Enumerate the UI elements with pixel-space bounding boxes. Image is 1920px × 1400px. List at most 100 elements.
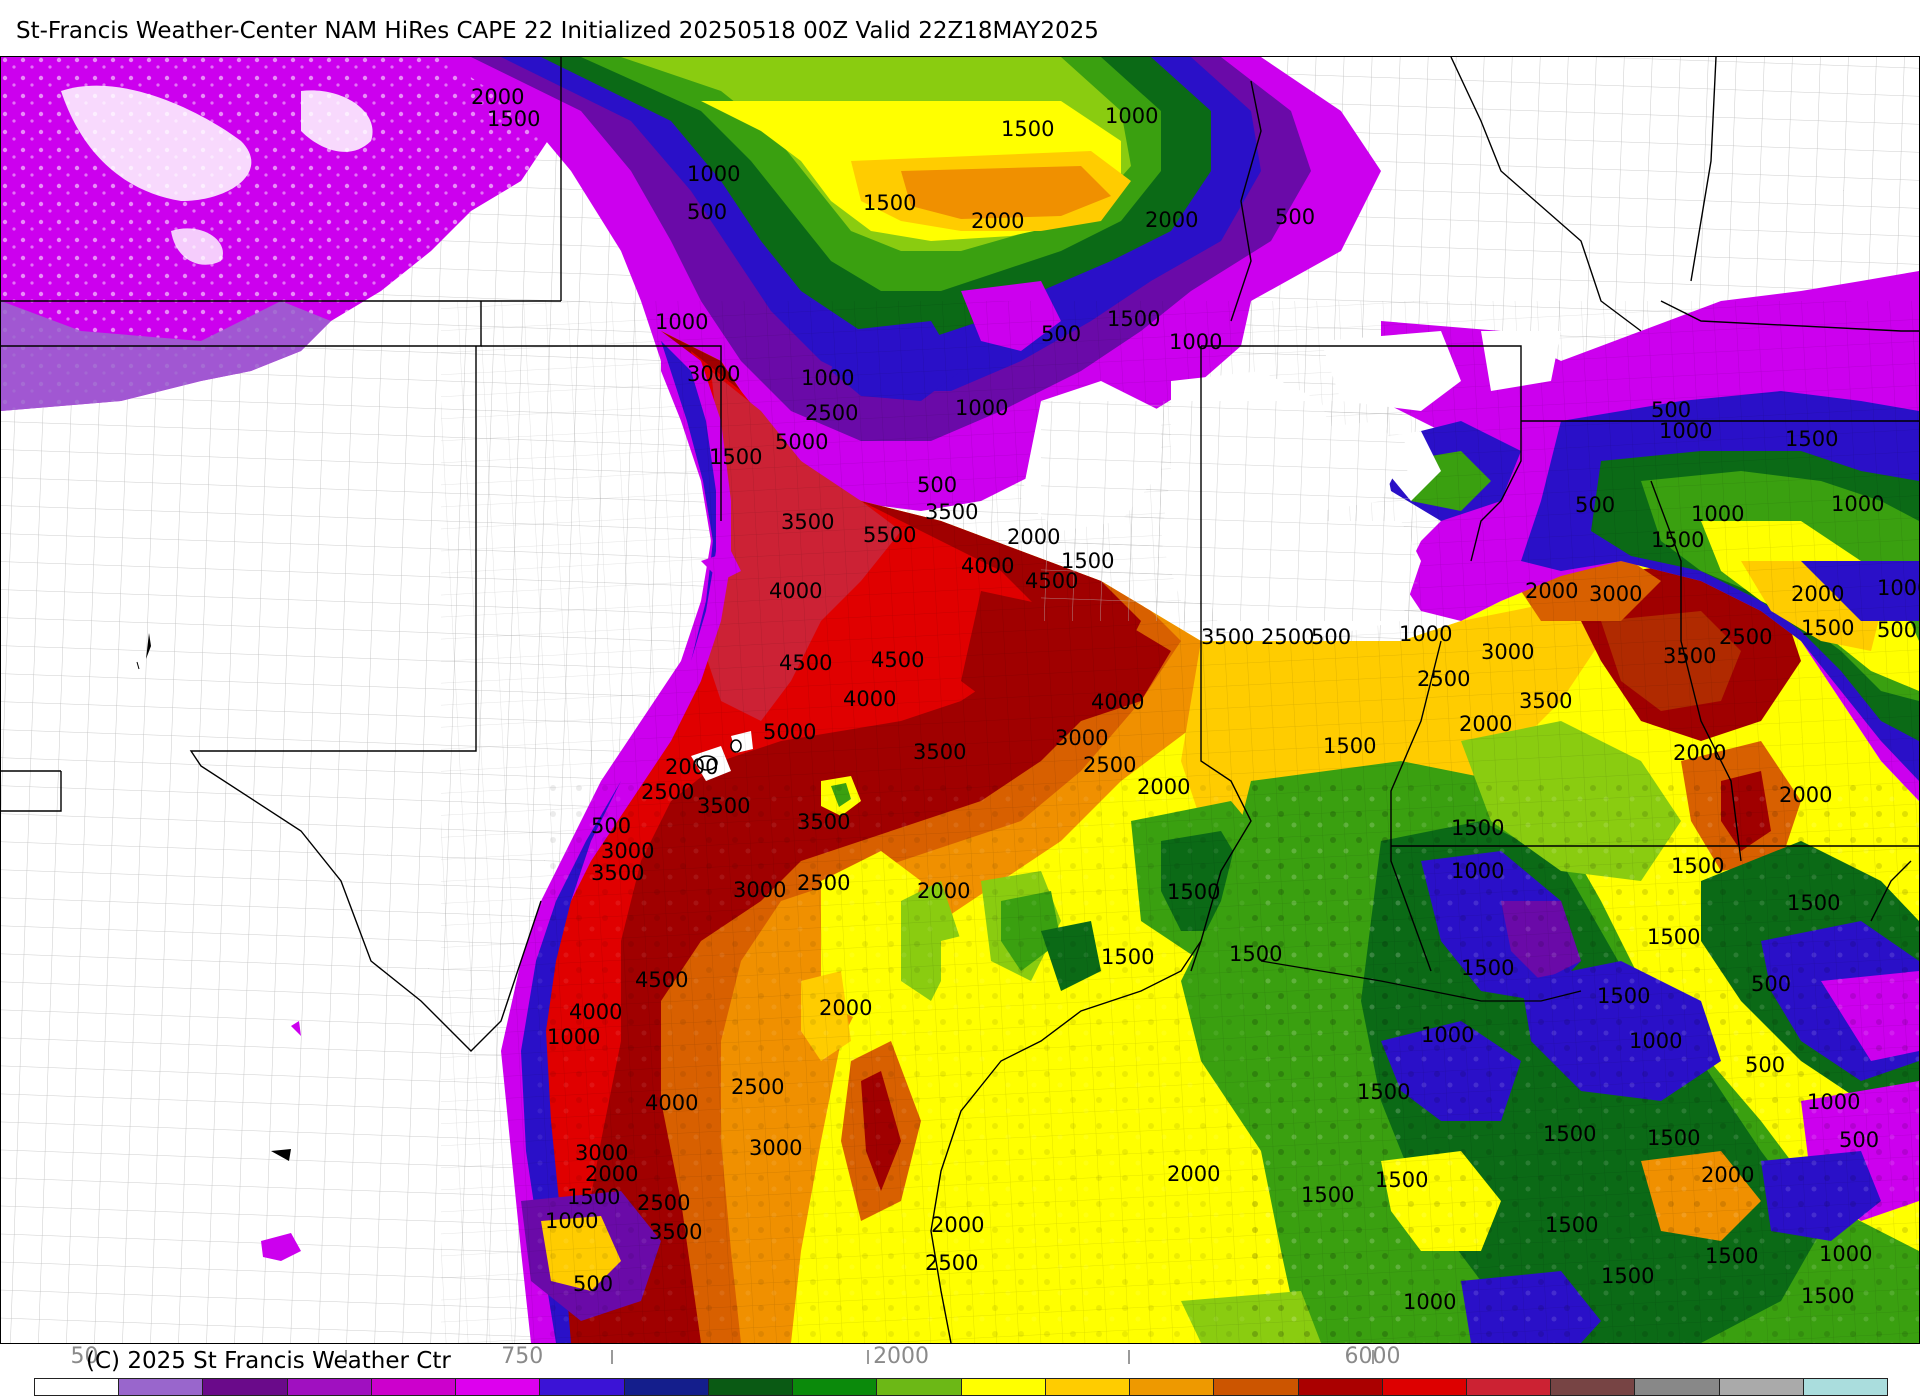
contour-label: 500 [1311,625,1351,649]
contour-label: 3500 [925,500,978,524]
contour-label: 1500 [1107,307,1160,331]
contour-label: 1500 [1301,1183,1354,1207]
contour-label: 4000 [1091,690,1144,714]
contour-label: 2000 [1145,208,1198,232]
contour-label: 1500 [1323,734,1376,758]
colorbar-swatch [1466,1379,1552,1395]
contour-label: 500 [1751,972,1791,996]
cape-region-northwest [1,57,561,411]
low-cape-areas [1021,331,1561,641]
contour-label: 1500 [1671,854,1724,878]
colorbar-swatch [1382,1379,1467,1395]
contour-label: 4500 [1025,569,1078,593]
contour-label: 5000 [775,430,828,454]
contour-label: 3000 [749,1136,802,1160]
contour-label: 2500 [731,1075,784,1099]
contour-label: 1000 [1399,622,1452,646]
contour-label: 1000 [1659,419,1712,443]
contour-label: 500 [1839,1128,1879,1152]
contour-label: 1500 [487,107,540,131]
contour-label: 1500 [1375,1168,1428,1192]
colorbar-swatch [119,1379,204,1395]
colorbar-swatch [793,1379,878,1395]
contour-label: 2000 [971,209,1024,233]
contour-label: 1000 [955,396,1008,420]
contour-label: 3500 [913,740,966,764]
colorbar-swatch [456,1379,541,1395]
contour-label: 2500 [925,1251,978,1275]
contour-label: 3000 [1589,582,1642,606]
colorbar-swatch [1130,1379,1215,1395]
colorbar-swatch [203,1379,288,1395]
colorbar-swatch [1719,1379,1804,1395]
contour-label: 500 [917,473,957,497]
contour-label: 1000 [1831,492,1884,516]
contour-label: 500 [573,1272,613,1296]
contour-label: 2000 [917,879,970,903]
contour-label: 1500 [1461,956,1514,980]
colorbar [34,1378,1888,1396]
colorbar-tick [345,1350,348,1364]
contour-label: 2000 [931,1213,984,1237]
colorbar-swatch [1551,1379,1636,1395]
contour-label: 500 [1275,205,1315,229]
colorbar-swatch [1635,1379,1720,1395]
contour-label: 3500 [697,794,750,818]
contour-label: 3500 [649,1220,702,1244]
contour-label: 2000 [471,85,524,109]
colorbar-tick [1128,1350,1131,1364]
colorbar-swatch [961,1379,1046,1395]
contour-label: 3500 [1663,644,1716,668]
contour-label: 1500 [1543,1122,1596,1146]
contour-label: 2000 [1459,712,1512,736]
contour-label: 2500 [1261,625,1314,649]
contour-label: 1000 [1169,330,1222,354]
cape-map: 2000 1500 1500 1000 1000 500 1500 2000 2000 500 10… [0,56,1920,1344]
colorbar-swatch [877,1379,962,1395]
contour-label: 3000 [1481,640,1534,664]
contour-label: 3500 [781,510,834,534]
contour-label: 1000 [1403,1290,1456,1314]
contour-label: 1500 [1167,880,1220,904]
colorbar-label: 750 [501,1344,544,1369]
contour-label: 1000 [1877,576,1919,600]
contour-label: 500 [1745,1053,1785,1077]
contour-label: 4500 [871,648,924,672]
contour-label: 4000 [961,554,1014,578]
contour-label: 1500 [1651,528,1704,552]
contour-label: 1000 [545,1209,598,1233]
contour-label: 2000 [1137,775,1190,799]
state-boundaries [1,57,1919,1052]
contour-label: 1000 [687,162,740,186]
contour-label: 1000 [801,366,854,390]
contour-label: 4500 [635,968,688,992]
contour-label: 1000 [547,1025,600,1049]
colorbar-tick [610,1350,613,1364]
contour-label: 1500 [1787,891,1840,915]
contour-label: 1500 [1357,1080,1410,1104]
colorbar-swatch [1214,1379,1299,1395]
contour-label: 3000 [733,878,786,902]
contour-label: 1000 [1105,104,1158,128]
contour-label: 500 [1041,322,1081,346]
contour-label: 2500 [637,1191,690,1215]
contour-label: 1000 [1629,1029,1682,1053]
colorbar-tick [1372,1350,1375,1364]
contour-label: 1500 [1801,616,1854,640]
contour-label: 1500 [1597,984,1650,1008]
contour-label: 1500 [1545,1213,1598,1237]
contour-label: 1000 [1691,502,1744,526]
contour-label: 1500 [1705,1244,1758,1268]
colorbar-labels: 5075020006000 [0,1344,1920,1374]
map-small-features [136,633,742,1261]
contour-label: 1500 [1061,549,1114,573]
colorbar-swatch [287,1379,372,1395]
colorbar-swatch [624,1379,709,1395]
contour-label: 1000 [655,310,708,334]
contour-label: 1500 [1785,427,1838,451]
contour-label: 2000 [1791,582,1844,606]
contour-label: 1500 [1801,1284,1854,1308]
contour-label: 500 [1877,618,1917,642]
contour-label: 1000 [1451,859,1504,883]
contour-label: 5000 [763,720,816,744]
